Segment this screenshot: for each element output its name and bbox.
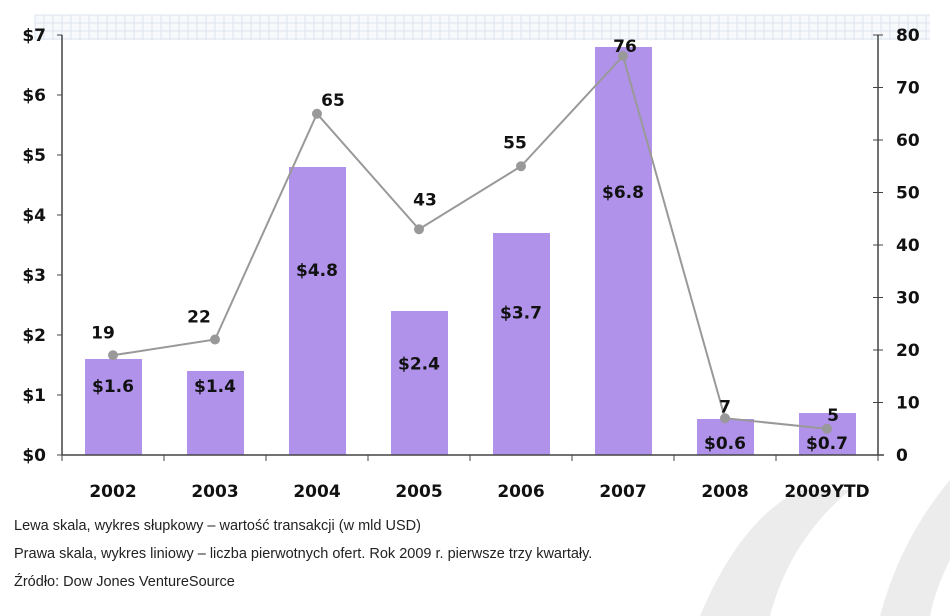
right-tick-label: 70	[896, 79, 920, 99]
line-data-label: 65	[321, 91, 345, 111]
line-data-label: 22	[187, 308, 211, 328]
top-grid-band	[34, 14, 930, 40]
line-point-2005	[414, 224, 424, 235]
line-point-2003	[210, 334, 220, 345]
bar-2008	[697, 419, 754, 455]
left-tick-label: $3	[22, 266, 46, 286]
ipo-count-line	[112, 54, 828, 430]
bar-2009YTD	[799, 413, 856, 455]
bar-data-label: $1.4	[194, 377, 236, 397]
x-tick-label: 2009YTD	[784, 482, 869, 502]
line-data-label: 55	[503, 133, 527, 153]
line-data-label: 76	[613, 37, 637, 57]
caption-left-scale: Lewa skala, wykres słupkowy – wartość tr…	[14, 518, 421, 534]
line-point-2008	[720, 413, 730, 424]
bar-2002	[85, 359, 142, 455]
line-point-2002	[108, 350, 118, 361]
x-tick-label: 2008	[701, 482, 748, 502]
x-tick-label: 2005	[395, 482, 442, 502]
bar-data-label: $0.7	[806, 434, 848, 454]
line-data-label: 7	[719, 397, 731, 417]
right-tick-label: 60	[896, 131, 920, 151]
right-tick-label: 40	[896, 236, 920, 256]
caption-source: Źródło: Dow Jones VentureSource	[14, 574, 235, 590]
x-tick-label: 2006	[497, 482, 544, 502]
line-data-label: 43	[413, 190, 437, 210]
bar-2006	[493, 233, 550, 455]
x-tick-label: 2004	[293, 482, 340, 502]
line-point-2009YTD	[822, 423, 832, 434]
x-tick-label: 2002	[89, 482, 136, 502]
bar-2005	[391, 311, 448, 455]
line-data-label: 5	[827, 406, 839, 426]
left-tick-label: $6	[22, 86, 46, 106]
x-tick-label: 2003	[191, 482, 238, 502]
left-tick-label: $7	[22, 26, 46, 46]
line-point-2004	[312, 108, 322, 119]
right-tick-label: 80	[896, 26, 920, 46]
bar-data-label: $1.6	[92, 377, 134, 397]
bar-data-label: $0.6	[704, 434, 746, 454]
right-tick-label: 50	[896, 184, 920, 204]
watermark	[700, 480, 950, 616]
bar-data-label: $2.4	[398, 354, 440, 374]
left-tick-label: $2	[22, 326, 46, 346]
right-tick-label: 30	[896, 289, 920, 309]
line-point-2006	[516, 161, 526, 172]
left-tick-label: $5	[22, 146, 46, 166]
line-point-2007	[618, 51, 628, 61]
left-tick-label: $4	[22, 206, 46, 226]
bar-2007	[595, 47, 652, 455]
bar-2003	[187, 371, 244, 455]
right-tick-label: 0	[896, 446, 908, 466]
bar-data-label: $4.8	[296, 261, 338, 281]
bar-data-label: $3.7	[500, 304, 542, 324]
right-tick-label: 10	[896, 394, 920, 414]
bar-data-label: $6.8	[602, 183, 644, 203]
x-tick-label: 2007	[599, 482, 646, 502]
left-tick-label: $1	[22, 386, 46, 406]
left-tick-label: $0	[22, 446, 46, 466]
bar-2004	[289, 167, 346, 455]
caption-right-scale: Prawa skala, wykres liniowy – liczba pie…	[14, 546, 593, 562]
right-tick-label: 20	[896, 341, 920, 361]
line-data-label: 19	[91, 323, 115, 343]
